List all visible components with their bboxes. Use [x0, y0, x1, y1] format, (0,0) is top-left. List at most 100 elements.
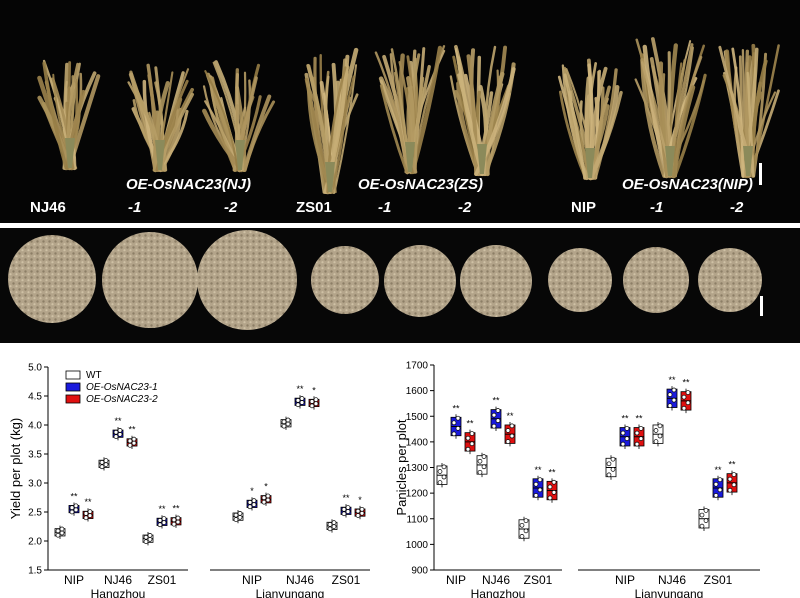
- data-point: [355, 513, 361, 518]
- data-point: [537, 487, 543, 493]
- significance-label: **: [452, 403, 460, 413]
- data-point: [281, 419, 287, 425]
- y-tick-label: 1600: [406, 386, 429, 397]
- panicle-bundle: [374, 44, 446, 175]
- significance-label: **: [114, 416, 122, 426]
- panicle-bundle: [634, 37, 707, 179]
- significance-label: *: [312, 385, 316, 395]
- data-point: [717, 477, 723, 483]
- data-point: [624, 426, 630, 431]
- panicle-stem: [743, 146, 753, 176]
- category-label: NIP: [446, 573, 466, 587]
- location-label: Lianyungang: [256, 587, 325, 598]
- data-point: [441, 474, 447, 480]
- data-point: [685, 400, 691, 406]
- data-point: [55, 528, 61, 534]
- panicle-bundle: [37, 59, 101, 171]
- data-point: [99, 460, 105, 465]
- data-point: [441, 464, 447, 470]
- data-point: [147, 533, 153, 538]
- y-tick-label: 4.0: [28, 421, 42, 432]
- data-point: [713, 493, 719, 498]
- significance-label: **: [548, 467, 556, 477]
- category-label: NIP: [615, 573, 635, 587]
- significance-label: **: [84, 497, 92, 507]
- category-label: NJ46: [482, 573, 510, 587]
- data-point: [703, 508, 709, 513]
- data-point: [533, 481, 539, 487]
- label-oe-nj: OE-OsNAC23(NJ): [126, 176, 252, 193]
- data-point: [127, 442, 133, 448]
- data-point: [131, 436, 137, 442]
- data-point: [495, 408, 501, 413]
- data-point: [103, 458, 109, 463]
- data-point: [285, 421, 291, 427]
- data-point: [509, 433, 515, 439]
- significance-label: **: [506, 411, 514, 421]
- data-point: [455, 415, 461, 421]
- data-point: [261, 495, 267, 501]
- legend-swatch: [65, 370, 81, 380]
- data-point: [265, 497, 271, 503]
- data-point: [359, 510, 365, 516]
- category-label: ZS01: [524, 573, 553, 587]
- data-point: [437, 480, 443, 485]
- data-point: [505, 428, 511, 433]
- data-point: [477, 469, 483, 475]
- legend-label: OE-OsNAC23-1: [86, 382, 158, 393]
- significance-label: **: [342, 493, 350, 503]
- panicle-bundle: [304, 47, 359, 195]
- category-label: NJ46: [104, 573, 132, 587]
- data-point: [341, 507, 347, 512]
- location-label: Hangzhou: [91, 587, 146, 598]
- grain-pile: [548, 248, 612, 312]
- data-point: [261, 499, 267, 505]
- data-point: [83, 515, 89, 521]
- data-point: [161, 516, 167, 521]
- data-point: [355, 508, 361, 514]
- data-point: [103, 462, 109, 467]
- data-point: [285, 417, 291, 423]
- significance-label: **: [621, 414, 629, 424]
- data-point: [699, 512, 705, 518]
- data-point: [295, 402, 301, 408]
- panicle-illustration: [37, 37, 780, 195]
- data-point: [731, 482, 737, 488]
- data-point: [171, 517, 177, 523]
- data-point: [345, 505, 351, 510]
- significance-label: **: [635, 414, 643, 424]
- data-point: [437, 469, 443, 474]
- data-point: [55, 532, 61, 538]
- photo-grain-piles: [0, 228, 800, 343]
- y-tick-label: 1100: [406, 514, 428, 525]
- panicle-bundle: [202, 60, 276, 173]
- data-point: [147, 537, 153, 542]
- panicle-bundle: [127, 63, 195, 173]
- legend-label: WT: [86, 370, 102, 381]
- panicle-stem: [235, 140, 245, 170]
- data-point: [143, 539, 149, 544]
- y-tick-label: 1400: [406, 437, 429, 448]
- data-point: [113, 434, 119, 439]
- significance-label: **: [682, 378, 690, 388]
- panicle-stem: [405, 142, 415, 172]
- y-tick-label: 1300: [406, 463, 429, 474]
- panicle-bundle: [718, 43, 780, 179]
- data-point: [699, 523, 705, 529]
- data-point: [309, 403, 315, 409]
- significance-label: **: [466, 419, 474, 429]
- data-point: [157, 522, 163, 528]
- data-point: [327, 526, 333, 532]
- data-point: [469, 441, 475, 447]
- grain-pile: [698, 248, 762, 312]
- panicle-bundle: [449, 44, 516, 177]
- yield-chart: 1.5 2.0 2.5 3.0 3.5 4.0 4.5 5.0 Yield per plot (…: [8, 363, 370, 598]
- label-oe-zs: OE-OsNAC23(ZS): [358, 176, 484, 193]
- data-point: [281, 423, 287, 429]
- grain-pile: [623, 247, 689, 313]
- data-point: [345, 509, 351, 514]
- data-point: [117, 432, 123, 437]
- data-point: [717, 487, 723, 493]
- data-point: [237, 515, 243, 520]
- y-tick-label: 3.0: [28, 479, 42, 490]
